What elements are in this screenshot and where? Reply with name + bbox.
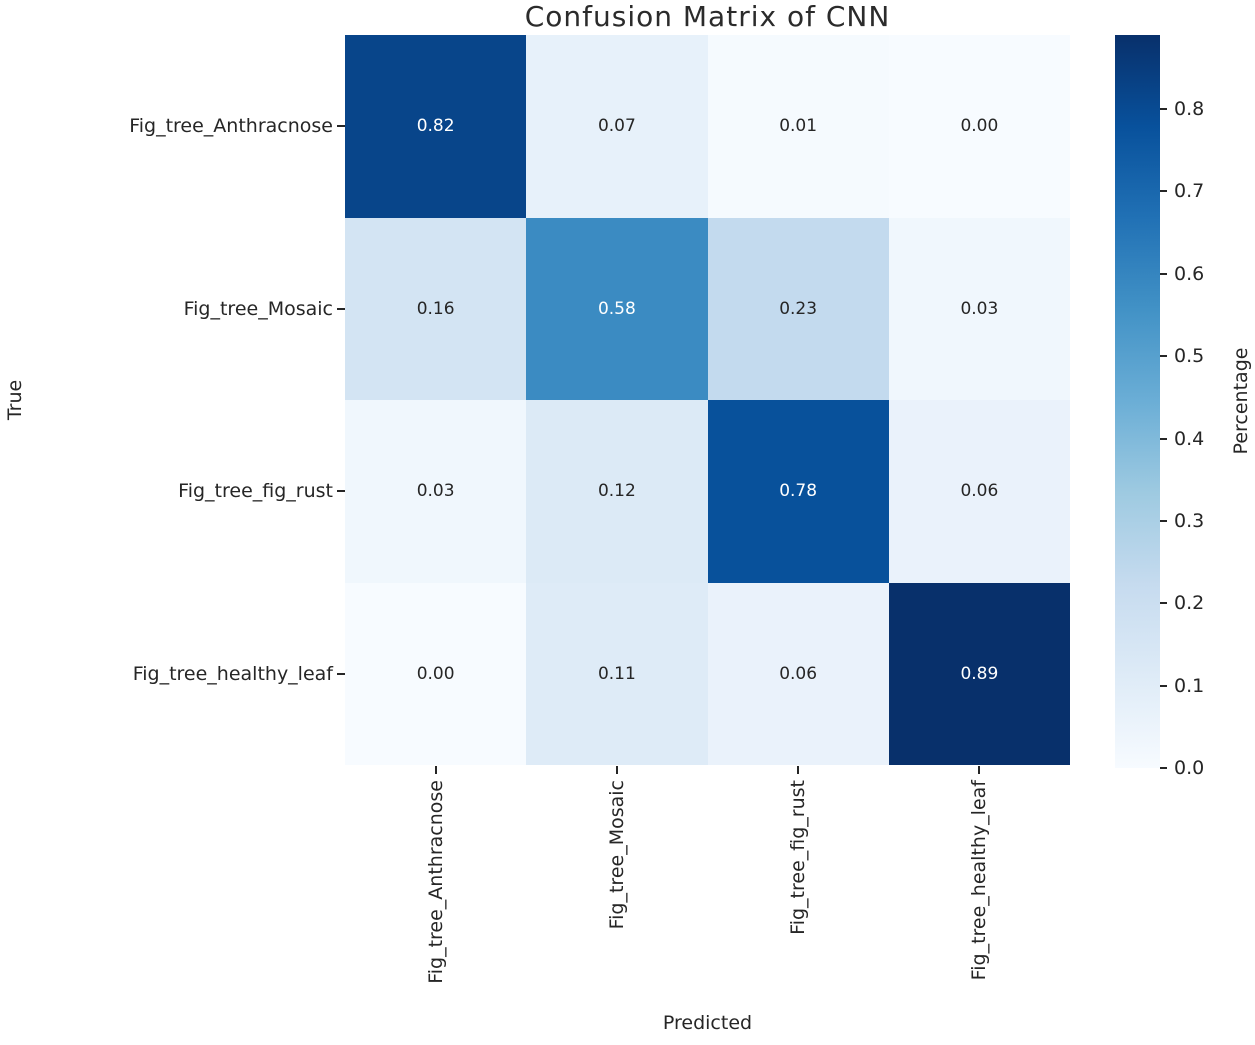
colorbar-tick-mark xyxy=(1160,602,1167,605)
heatmap-cell: 0.00 xyxy=(345,582,527,765)
heatmap-cell: 0.58 xyxy=(526,217,708,400)
y-tick-mark xyxy=(337,672,345,675)
colorbar-tick-mark xyxy=(1160,108,1167,111)
heatmap-cell: 0.78 xyxy=(707,400,889,583)
colorbar-tick-label: 0.4 xyxy=(1174,427,1205,450)
x-tick-mark xyxy=(434,766,437,774)
x-tick-label: Fig_tree_Anthracnose xyxy=(424,780,447,984)
x-tick-mark xyxy=(978,766,981,774)
x-axis-title: Predicted xyxy=(662,1012,753,1034)
y-tick-label: Fig_tree_fig_rust xyxy=(178,480,333,503)
heatmap-grid: 0.82 0.07 0.01 0.00 0.16 0.58 0.23 0.03 0.03 0.12… xyxy=(345,35,1070,765)
x-tick-mark xyxy=(797,766,800,774)
chart-title: Confusion Matrix of CNN xyxy=(524,0,891,33)
colorbar-tick-mark xyxy=(1160,355,1167,358)
colorbar-tick-label: 0.3 xyxy=(1174,509,1205,532)
heatmap-cell: 0.23 xyxy=(707,217,889,400)
y-tick-label: Fig_tree_Mosaic xyxy=(183,297,333,320)
colorbar-tick-mark xyxy=(1160,272,1167,275)
x-tick-label: Fig_tree_Mosaic xyxy=(605,780,628,930)
colorbar-tick-mark xyxy=(1160,684,1167,687)
colorbar-gradient xyxy=(1115,35,1160,768)
heatmap-cell: 0.06 xyxy=(707,582,889,765)
y-tick-label: Fig_tree_Anthracnose xyxy=(129,115,333,138)
x-tick-mark xyxy=(615,766,618,774)
heatmap-cell: 0.11 xyxy=(526,582,708,765)
colorbar-tick-mark xyxy=(1160,437,1167,440)
colorbar-tick-label: 0.7 xyxy=(1174,180,1205,203)
heatmap-cell: 0.01 xyxy=(707,35,889,218)
y-tick-mark xyxy=(337,307,345,310)
colorbar-tick-label: 0.8 xyxy=(1174,98,1205,121)
colorbar-tick-label: 0.6 xyxy=(1174,262,1205,285)
colorbar-tick-label: 0.5 xyxy=(1174,345,1205,368)
y-tick-mark xyxy=(337,490,345,493)
colorbar-title: Percentage xyxy=(1230,347,1252,455)
heatmap-cell: 0.03 xyxy=(888,217,1070,400)
colorbar-tick-label: 0.2 xyxy=(1174,592,1205,615)
y-tick-label: Fig_tree_healthy_leaf xyxy=(132,662,333,685)
x-tick-label: Fig_tree_fig_rust xyxy=(787,780,810,935)
colorbar-tick-label: 0.0 xyxy=(1174,757,1205,779)
heatmap-cell: 0.82 xyxy=(345,35,527,218)
colorbar-tick-mark xyxy=(1160,767,1167,769)
heatmap-cell: 0.12 xyxy=(526,400,708,583)
heatmap-cell: 0.03 xyxy=(345,400,527,583)
colorbar-tick-label: 0.1 xyxy=(1174,674,1205,697)
heatmap-cell: 0.07 xyxy=(526,35,708,218)
heatmap-cell: 0.00 xyxy=(888,35,1070,218)
x-tick-label: Fig_tree_healthy_leaf xyxy=(968,780,991,981)
heatmap-cell: 0.16 xyxy=(345,217,527,400)
y-axis-title: True xyxy=(4,379,26,421)
colorbar-tick-mark xyxy=(1160,190,1167,193)
heatmap-cell: 0.89 xyxy=(888,582,1070,765)
heatmap-cell: 0.06 xyxy=(888,400,1070,583)
y-tick-mark xyxy=(337,125,345,128)
colorbar-tick-mark xyxy=(1160,519,1167,522)
